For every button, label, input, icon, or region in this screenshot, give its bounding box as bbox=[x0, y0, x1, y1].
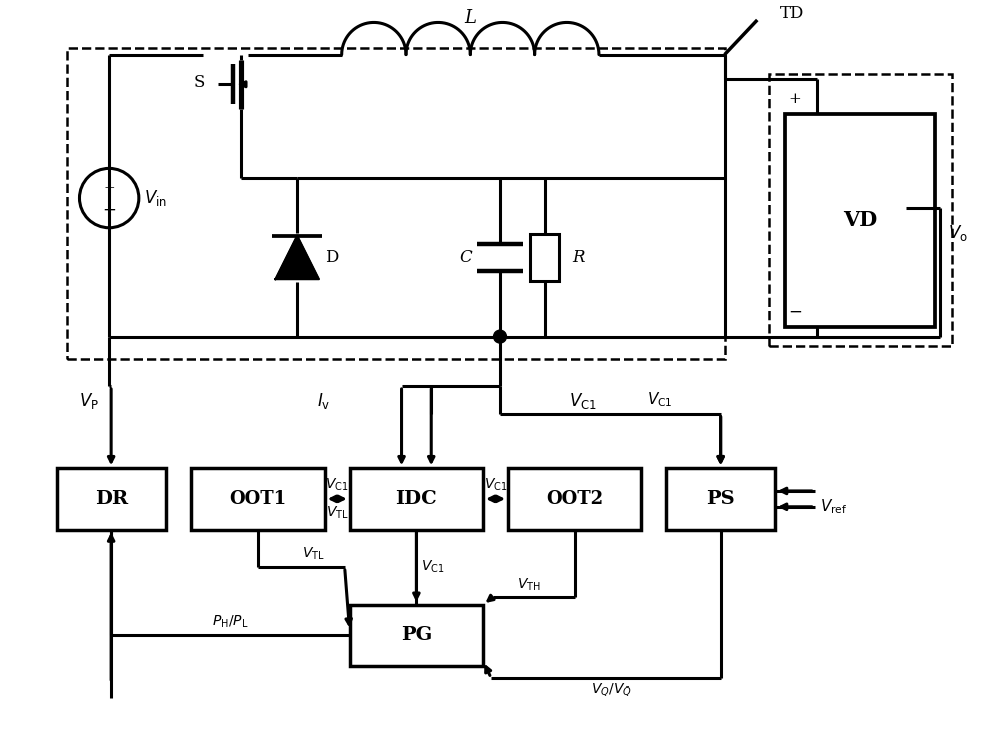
Text: $V_{\rm C1}$: $V_{\rm C1}$ bbox=[325, 476, 349, 493]
Text: OOT1: OOT1 bbox=[230, 490, 287, 508]
Text: PG: PG bbox=[401, 626, 432, 644]
Text: PS: PS bbox=[706, 490, 735, 508]
Text: $P_{\rm H}/P_{\rm L}$: $P_{\rm H}/P_{\rm L}$ bbox=[212, 614, 249, 631]
Bar bbox=[769, 74, 952, 346]
Text: +: + bbox=[788, 92, 801, 106]
Bar bbox=[508, 468, 641, 530]
Text: $V_{\rm C1}$: $V_{\rm C1}$ bbox=[484, 476, 507, 493]
Text: DR: DR bbox=[95, 490, 128, 508]
Text: VD: VD bbox=[843, 210, 877, 230]
Bar bbox=[530, 234, 559, 281]
Text: IDC: IDC bbox=[396, 490, 437, 508]
Text: $V_{\rm C1}$: $V_{\rm C1}$ bbox=[569, 391, 597, 411]
Text: $V_{\rm TH}$: $V_{\rm TH}$ bbox=[517, 577, 541, 592]
Text: R: R bbox=[572, 249, 585, 266]
Text: +: + bbox=[103, 182, 115, 195]
Text: −: − bbox=[788, 303, 802, 320]
Text: L: L bbox=[464, 9, 476, 27]
Text: S: S bbox=[194, 74, 205, 91]
Bar bbox=[785, 114, 935, 327]
Text: $V_{\rm in}$: $V_{\rm in}$ bbox=[144, 188, 167, 208]
Text: $V_{\rm C1}$: $V_{\rm C1}$ bbox=[647, 390, 673, 409]
Bar bbox=[666, 468, 775, 530]
Bar bbox=[57, 468, 166, 530]
Text: $I_{\rm v}$: $I_{\rm v}$ bbox=[317, 391, 330, 411]
Bar bbox=[350, 604, 483, 666]
Circle shape bbox=[494, 330, 506, 343]
Bar bbox=[191, 468, 325, 530]
Text: C: C bbox=[460, 249, 472, 266]
Text: $V_{\rm P}$: $V_{\rm P}$ bbox=[79, 391, 99, 411]
Text: $V_{\rm TL}$: $V_{\rm TL}$ bbox=[326, 505, 349, 521]
Text: $V_Q/V_{\bar{Q}}$: $V_Q/V_{\bar{Q}}$ bbox=[591, 682, 632, 699]
Text: $V_{\rm o}$: $V_{\rm o}$ bbox=[948, 223, 968, 243]
Text: $V_{\rm ref}$: $V_{\rm ref}$ bbox=[820, 497, 847, 516]
Bar bbox=[67, 48, 725, 359]
Text: $V_{\rm C1}$: $V_{\rm C1}$ bbox=[421, 559, 445, 575]
Text: D: D bbox=[325, 249, 338, 266]
Text: −: − bbox=[102, 202, 116, 218]
Text: $V_{\rm TL}$: $V_{\rm TL}$ bbox=[302, 546, 325, 562]
Polygon shape bbox=[275, 236, 319, 279]
Bar bbox=[350, 468, 483, 530]
Text: OOT2: OOT2 bbox=[546, 490, 603, 508]
Text: TD: TD bbox=[780, 4, 804, 22]
